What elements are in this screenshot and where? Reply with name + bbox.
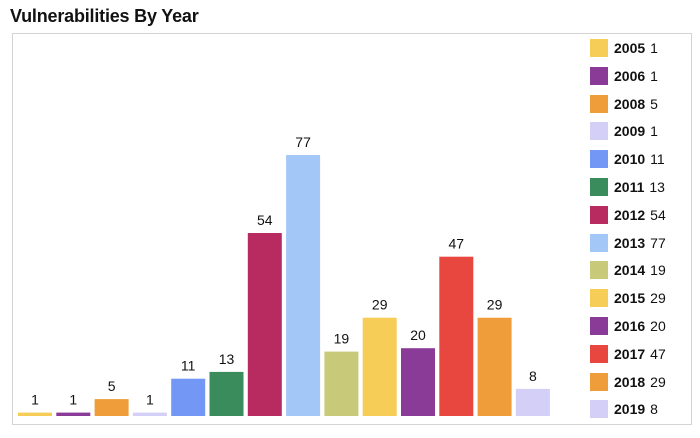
data-label-2010: 11 (181, 358, 196, 374)
legend-count: 1 (650, 123, 658, 140)
legend-year: 2013 (614, 234, 646, 251)
data-label-2018: 29 (487, 297, 503, 313)
legend-count: 13 (649, 179, 665, 195)
legend-item-2012: 2012 54 (590, 204, 666, 226)
legend-item-2019: 2019 8 (590, 398, 658, 420)
data-label-2006: 1 (69, 392, 77, 408)
bar-2010 (171, 378, 206, 416)
legend-swatch (590, 400, 608, 419)
legend-item-2017: 2017 47 (590, 343, 666, 365)
legend-year: 2012 (614, 206, 646, 223)
legend-swatch (590, 150, 608, 169)
chart-frame (12, 33, 692, 425)
data-label-2017: 47 (449, 236, 465, 252)
bar-2011 (209, 371, 244, 416)
legend-count: 20 (650, 318, 666, 334)
legend-item-2016: 2016 20 (590, 315, 666, 337)
legend-item-2013: 2013 77 (590, 232, 666, 254)
legend-item-2018: 2018 29 (590, 371, 666, 393)
bar-2009 (132, 412, 167, 416)
legend-swatch (590, 39, 608, 57)
legend-year: 2005 (614, 40, 646, 56)
legend-item-2010: 2010 11 (590, 148, 665, 170)
legend-swatch (590, 289, 608, 308)
legend-item-2014: 2014 19 (590, 259, 666, 281)
legend-item-2006: 2006 1 (590, 65, 658, 87)
legend-swatch (590, 233, 608, 252)
legend-item-2008: 2008 5 (590, 93, 658, 115)
legend-year: 2009 (614, 123, 646, 140)
bar-2014 (324, 351, 359, 416)
bar-2012 (247, 233, 282, 416)
bar-2005 (18, 412, 52, 416)
legend-count: 1 (650, 67, 658, 84)
data-label-2015: 29 (372, 297, 388, 313)
legend-count: 5 (650, 95, 658, 112)
legend-swatch (590, 372, 608, 391)
legend-item-2011: 2011 13 (590, 176, 665, 198)
bar-2015 (362, 317, 397, 416)
data-label-2011: 13 (219, 351, 235, 367)
legend-count: 47 (650, 345, 666, 362)
data-label-2012: 54 (257, 212, 273, 228)
legend-swatch (590, 317, 608, 335)
bar-2019 (515, 388, 550, 416)
data-label-2019: 8 (529, 368, 537, 384)
data-label-2008: 5 (108, 378, 116, 394)
legend-swatch (590, 205, 608, 224)
legend-count: 19 (650, 262, 666, 279)
legend-year: 2018 (614, 373, 646, 390)
legend-count: 29 (650, 290, 666, 307)
bar-2016 (401, 348, 435, 416)
legend-year: 2016 (614, 318, 646, 334)
legend-item-2009: 2009 1 (590, 120, 658, 142)
legend-year: 2008 (614, 95, 646, 112)
bar-2006 (56, 412, 91, 416)
legend-swatch (590, 66, 608, 85)
legend-swatch (590, 94, 608, 113)
data-label-2005: 1 (31, 392, 39, 408)
legend-year: 2015 (614, 290, 646, 307)
legend-count: 1 (650, 40, 658, 56)
legend-year: 2011 (614, 179, 645, 195)
legend-count: 77 (650, 234, 666, 251)
legend-count: 8 (650, 401, 658, 418)
legend-swatch (590, 344, 608, 363)
legend-year: 2017 (614, 345, 646, 362)
chart-title: Vulnerabilities By Year (10, 6, 199, 26)
legend-count: 29 (650, 373, 666, 390)
bar-2008 (94, 399, 129, 416)
data-label-2013: 77 (295, 134, 311, 150)
legend-swatch (590, 122, 608, 141)
data-label-2014: 19 (334, 331, 350, 347)
legend-item-2015: 2015 29 (590, 287, 666, 309)
bar-2017 (439, 256, 474, 416)
legend-year: 2010 (614, 151, 646, 168)
data-label-2009: 1 (146, 392, 154, 408)
legend-year: 2006 (614, 67, 646, 84)
legend-swatch (590, 261, 608, 280)
bar-2018 (477, 317, 512, 416)
legend-year: 2014 (614, 262, 646, 279)
legend-year: 2019 (614, 401, 646, 418)
legend-item-2005: 2005 1 (590, 37, 658, 59)
legend-swatch (590, 178, 608, 196)
legend-count: 54 (650, 206, 666, 223)
data-label-2016: 20 (410, 327, 426, 343)
bar-2013 (286, 155, 321, 416)
legend-count: 11 (650, 151, 665, 168)
